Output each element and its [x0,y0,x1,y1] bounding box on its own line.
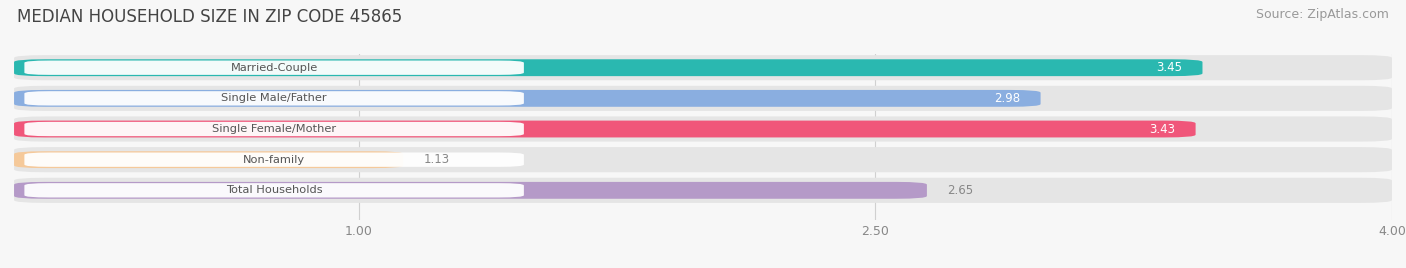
Text: Married-Couple: Married-Couple [231,63,318,73]
FancyBboxPatch shape [14,151,404,168]
Text: Single Female/Mother: Single Female/Mother [212,124,336,134]
Text: 2.98: 2.98 [994,92,1019,105]
Text: 3.45: 3.45 [1156,61,1182,74]
FancyBboxPatch shape [14,178,1392,203]
FancyBboxPatch shape [24,183,524,198]
FancyBboxPatch shape [14,117,1392,142]
Text: Total Households: Total Households [226,185,322,195]
FancyBboxPatch shape [14,147,1392,172]
FancyBboxPatch shape [14,55,1392,80]
Text: Non-family: Non-family [243,155,305,165]
Text: Single Male/Father: Single Male/Father [221,93,328,103]
FancyBboxPatch shape [14,121,1195,137]
FancyBboxPatch shape [14,90,1040,107]
FancyBboxPatch shape [24,152,524,167]
Text: 1.13: 1.13 [425,153,450,166]
Text: Source: ZipAtlas.com: Source: ZipAtlas.com [1256,8,1389,21]
Text: 3.43: 3.43 [1149,122,1175,136]
Text: MEDIAN HOUSEHOLD SIZE IN ZIP CODE 45865: MEDIAN HOUSEHOLD SIZE IN ZIP CODE 45865 [17,8,402,26]
FancyBboxPatch shape [14,182,927,199]
FancyBboxPatch shape [24,61,524,75]
FancyBboxPatch shape [24,122,524,136]
Text: 2.65: 2.65 [948,184,974,197]
FancyBboxPatch shape [14,86,1392,111]
FancyBboxPatch shape [14,59,1202,76]
FancyBboxPatch shape [24,91,524,106]
